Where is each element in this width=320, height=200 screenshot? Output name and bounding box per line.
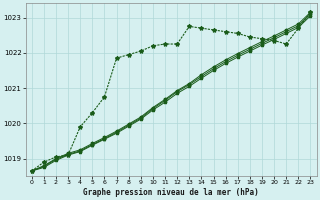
- X-axis label: Graphe pression niveau de la mer (hPa): Graphe pression niveau de la mer (hPa): [83, 188, 259, 197]
